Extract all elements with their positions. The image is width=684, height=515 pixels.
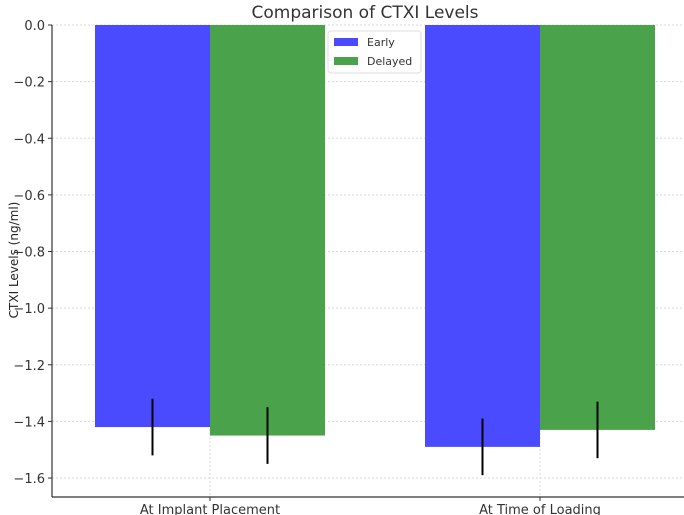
y-tick-label: −0.6 (13, 189, 45, 204)
y-tick-label: −1.0 (13, 302, 45, 317)
y-tick-label: −1.4 (13, 415, 45, 430)
bar-early (95, 25, 210, 428)
y-axis-label: CTXI Levels (ng/ml) (7, 202, 21, 319)
bar-delayed (210, 25, 325, 436)
x-tick-label: At Time of Loading (479, 503, 601, 515)
chart-title: Comparison of CTXI Levels (251, 3, 478, 23)
legend: Early Delayed (327, 30, 422, 74)
bar-early (425, 25, 540, 447)
legend-label-delayed: Delayed (367, 55, 412, 68)
legend-swatch-delayed (334, 57, 358, 65)
y-tick-label: −0.8 (13, 246, 45, 261)
legend-swatch-early (334, 38, 358, 46)
y-tick-label: −0.2 (13, 76, 45, 91)
y-tick-label: −1.2 (13, 359, 45, 374)
bar-delayed (540, 25, 655, 430)
y-tick-label: −1.6 (13, 472, 45, 487)
legend-label-early: Early (367, 36, 395, 49)
x-tick-label: At Implant Placement (140, 503, 280, 515)
y-tick-label: 0.0 (24, 19, 45, 34)
y-tick-label: −0.4 (13, 132, 45, 147)
